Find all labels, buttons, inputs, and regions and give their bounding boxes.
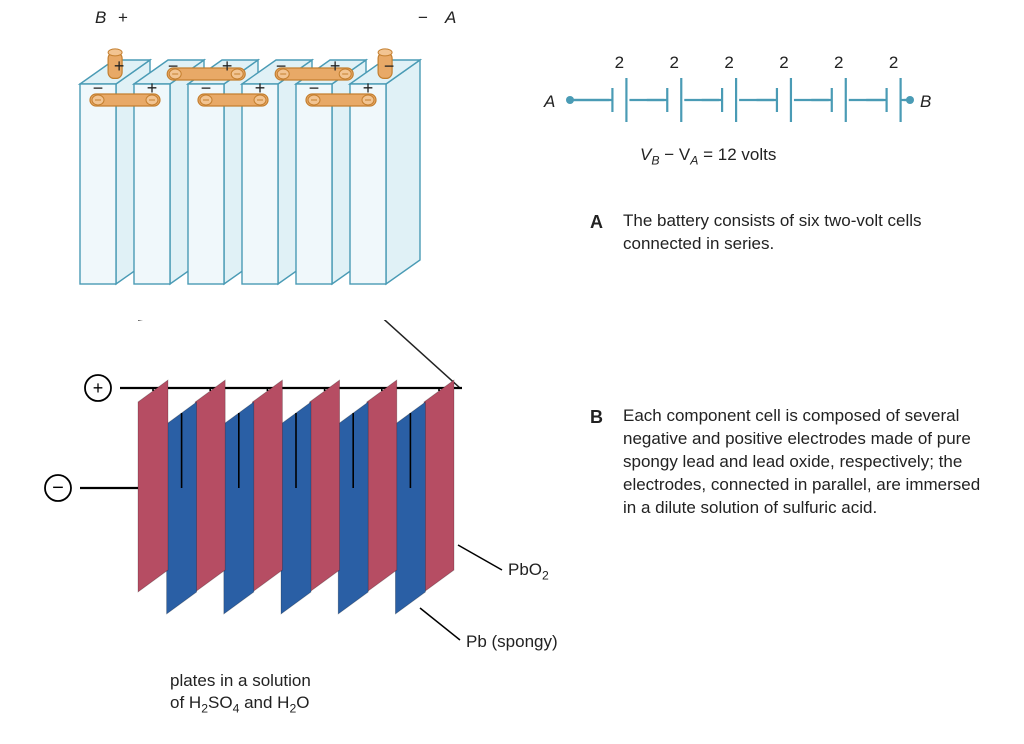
label-solution: plates in a solution of H2SO4 and H2O — [170, 670, 311, 717]
svg-text:−: − — [276, 56, 287, 76]
caption-B: B Each component cell is composed of sev… — [590, 405, 990, 520]
label-plus-B: + — [118, 8, 128, 28]
svg-text:2: 2 — [779, 53, 788, 72]
label-B-top: B — [95, 8, 106, 28]
label-pbo2: PbO2 — [508, 560, 549, 582]
battery-3d-diagram: +−−++−−++−−+ — [20, 0, 510, 300]
label-A-top: A — [445, 8, 456, 28]
svg-text:2: 2 — [670, 53, 679, 72]
svg-text:−: − — [384, 56, 395, 76]
svg-text:+: + — [363, 78, 374, 98]
caption-B-letter: B — [590, 405, 603, 429]
svg-text:+: + — [255, 78, 266, 98]
svg-text:2: 2 — [834, 53, 843, 72]
solution-line2: of H2SO4 and H2O — [170, 692, 311, 717]
svg-text:+: + — [222, 56, 233, 76]
circuit-equation: VB − VA = 12 volts — [640, 145, 776, 167]
label-pb-spongy: Pb (spongy) — [466, 632, 558, 652]
svg-text:−: − — [168, 56, 179, 76]
label-minus-A: − — [418, 8, 428, 28]
svg-text:2: 2 — [889, 53, 898, 72]
svg-text:−: − — [309, 78, 320, 98]
svg-text:−: − — [52, 477, 64, 499]
svg-text:+: + — [330, 56, 341, 76]
svg-text:2: 2 — [724, 53, 733, 72]
caption-A: A The battery consists of six two-volt c… — [590, 210, 990, 256]
svg-text:+: + — [93, 378, 104, 398]
solution-line1: plates in a solution — [170, 670, 311, 692]
caption-B-text: Each component cell is composed of sever… — [623, 405, 990, 520]
svg-text:+: + — [147, 78, 158, 98]
svg-text:+: + — [114, 56, 125, 76]
circuit-A-label: A — [544, 92, 555, 112]
caption-A-text: The battery consists of six two-volt cel… — [623, 210, 990, 256]
svg-text:−: − — [201, 78, 212, 98]
svg-text:2: 2 — [615, 53, 624, 72]
caption-A-letter: A — [590, 210, 603, 234]
svg-text:−: − — [93, 78, 104, 98]
circuit-B-label: B — [920, 92, 931, 112]
circuit-schematic: 2 2 2 2 2 2 — [540, 40, 940, 160]
